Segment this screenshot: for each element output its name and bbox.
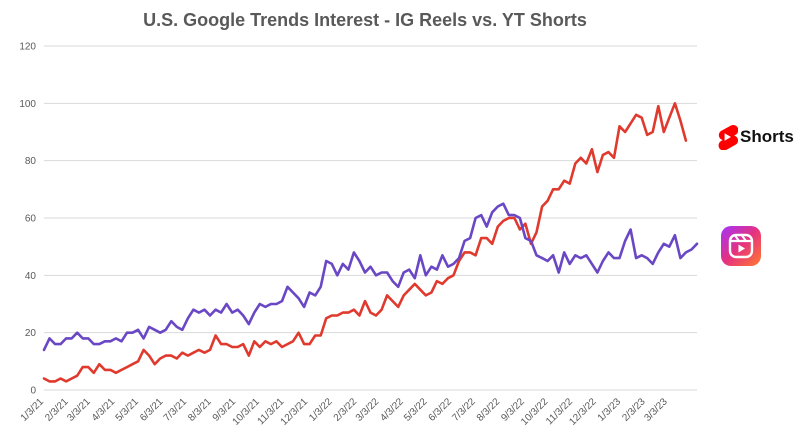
x-tick-label: 7/3/21 (162, 396, 190, 424)
legend-instagram-reels (721, 226, 761, 266)
x-tick-label: 3/3/22 (354, 396, 382, 424)
y-tick-label: 60 (25, 214, 37, 225)
y-tick-label: 120 (19, 42, 36, 53)
x-tick-label: 5/3/22 (402, 396, 430, 424)
x-tick-label: 2/3/22 (332, 396, 360, 424)
y-tick-label: 0 (30, 386, 36, 397)
series-line-yt-shorts (42, 102, 688, 383)
series-line-ig-reels (42, 202, 699, 352)
x-tick-label: 7/3/22 (450, 396, 478, 424)
x-tick-label: 8/3/21 (186, 396, 214, 424)
y-axis: 0 20 40 60 80 100 120 (19, 42, 36, 397)
legend-youtube-shorts: Shorts (716, 124, 794, 150)
y-tick-label: 40 (25, 271, 37, 282)
chart-title: U.S. Google Trends Interest - IG Reels v… (143, 10, 587, 30)
x-tick-label: 4/3/21 (90, 396, 118, 424)
x-tick-label: 10/3/21 (231, 396, 263, 428)
x-tick-label: 8/3/22 (475, 396, 503, 424)
legend-shorts-label: Shorts (740, 127, 794, 146)
x-tick-label: 3/3/21 (65, 396, 93, 424)
x-tick-label: 5/3/21 (114, 396, 142, 424)
x-tick-label: 1/3/23 (596, 396, 624, 424)
x-tick-label: 4/3/22 (378, 396, 406, 424)
y-tick-label: 100 (19, 99, 36, 110)
x-tick-label: 2/3/21 (43, 396, 71, 424)
y-tick-label: 80 (25, 156, 37, 167)
x-tick-label: 6/3/22 (427, 396, 455, 424)
x-tick-label: 3/3/23 (642, 396, 670, 424)
x-tick-label: 1/3/22 (307, 396, 335, 424)
x-tick-label: 12/3/22 (567, 396, 599, 428)
x-axis: 1/3/212/3/213/3/214/3/215/3/216/3/217/3/… (19, 396, 670, 428)
y-tick-label: 20 (25, 328, 37, 339)
instagram-reels-icon (721, 226, 761, 266)
x-tick-label: 10/3/22 (519, 396, 551, 428)
x-tick-label: 6/3/21 (138, 396, 166, 424)
series-lines (42, 102, 699, 383)
x-tick-label: 1/3/21 (19, 396, 47, 424)
gridlines (44, 45, 697, 391)
youtube-shorts-icon (718, 124, 738, 150)
x-tick-label: 12/3/21 (279, 396, 311, 428)
x-tick-label: 2/3/23 (620, 396, 648, 424)
